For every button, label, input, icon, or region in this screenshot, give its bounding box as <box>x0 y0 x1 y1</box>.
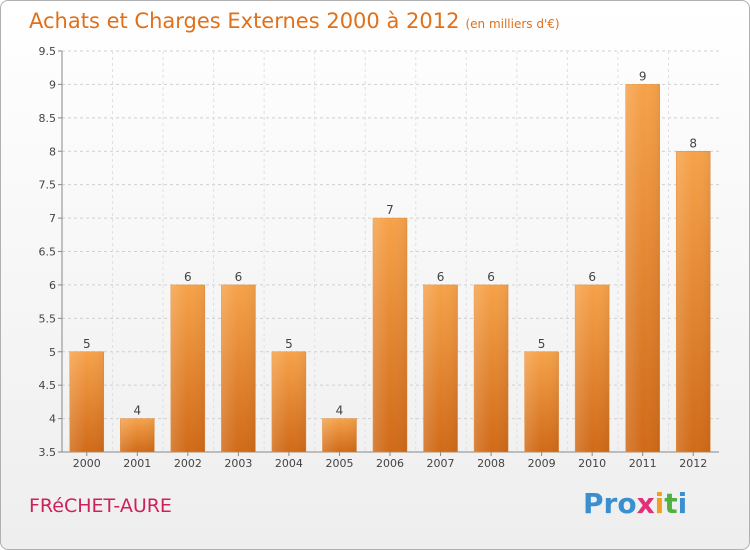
value-label-2007: 6 <box>437 270 445 284</box>
bar-shine <box>322 418 357 452</box>
value-label-2002: 6 <box>184 270 192 284</box>
bar-shine <box>676 151 711 452</box>
y-tick-label: 8 <box>49 145 56 158</box>
value-label-2012: 8 <box>689 136 697 150</box>
bars <box>69 84 711 453</box>
chart-subtitle: (en milliers d'€) <box>465 17 560 31</box>
x-tick-label-2004: 2004 <box>275 457 303 470</box>
logo-letter: P <box>583 487 604 520</box>
value-label-2011: 9 <box>639 69 647 83</box>
logo-letter: i <box>654 487 665 520</box>
bar-shine <box>373 218 407 452</box>
value-label-2003: 6 <box>235 270 243 284</box>
value-label-2000: 5 <box>83 337 91 351</box>
proxiti-logo: Proxiti <box>583 487 687 520</box>
y-tick-label: 7.5 <box>39 179 57 192</box>
x-tick-label-2002: 2002 <box>174 457 202 470</box>
y-tick-label: 7 <box>49 212 56 225</box>
x-tick-label-2003: 2003 <box>224 457 252 470</box>
y-tick-label: 8.5 <box>39 112 57 125</box>
value-label-2008: 6 <box>487 270 495 284</box>
bar-shine <box>524 351 559 452</box>
y-tick-label: 4.5 <box>39 379 57 392</box>
x-tick-label-2006: 2006 <box>376 457 404 470</box>
logo-letter: i <box>677 487 688 520</box>
logo-letter: x <box>636 487 655 520</box>
value-label-2004: 5 <box>285 337 293 351</box>
y-tick-label: 5 <box>49 346 56 359</box>
bar-shine <box>575 284 610 452</box>
x-tick-label-2012: 2012 <box>679 457 707 470</box>
x-tick-label-2000: 2000 <box>73 457 101 470</box>
bar-shine <box>474 284 509 452</box>
labels: 3.5 4 4.5 5 5.5 6 6.5 7 7.5 8 8.5 9 9.5 5 2000 4 2001 6 20… <box>39 45 708 470</box>
x-tick-label-2010: 2010 <box>578 457 606 470</box>
x-tick-label-2005: 2005 <box>325 457 353 470</box>
town-name: FRéCHET-AURE <box>29 495 172 517</box>
y-tick-label: 9 <box>49 78 56 91</box>
y-tick-label: 9.5 <box>39 45 57 58</box>
chart-title: Achats et Charges Externes 2000 à 2012 <box>29 9 460 33</box>
bar-shine <box>271 351 306 452</box>
bar-shine <box>221 284 256 452</box>
y-tick-label: 6 <box>49 279 56 292</box>
value-label-2005: 4 <box>336 404 344 418</box>
y-tick-label: 4 <box>49 413 56 426</box>
y-tick-label: 6.5 <box>39 246 57 259</box>
y-tick-label: 5.5 <box>39 312 57 325</box>
x-tick-label-2009: 2009 <box>528 457 556 470</box>
value-label-2010: 6 <box>588 270 596 284</box>
bar-shine <box>625 84 660 453</box>
logo-letter: r <box>603 487 618 520</box>
y-tick-label: 3.5 <box>39 446 57 459</box>
x-tick-label-2007: 2007 <box>427 457 455 470</box>
bar-shine <box>423 284 458 452</box>
x-tick-label-2011: 2011 <box>629 457 657 470</box>
x-tick-label-2008: 2008 <box>477 457 505 470</box>
value-label-2009: 5 <box>538 337 546 351</box>
logo-letter: t <box>664 487 678 520</box>
title-block: Achats et Charges Externes 2000 à 2012 (e… <box>29 9 560 33</box>
x-tick-label-2001: 2001 <box>123 457 151 470</box>
bar-shine <box>120 418 155 452</box>
bar-shine <box>170 284 205 452</box>
bar-shine <box>69 351 104 452</box>
value-label-2001: 4 <box>133 404 141 418</box>
logo-letter: o <box>617 487 637 520</box>
value-label-2006: 7 <box>386 203 394 217</box>
